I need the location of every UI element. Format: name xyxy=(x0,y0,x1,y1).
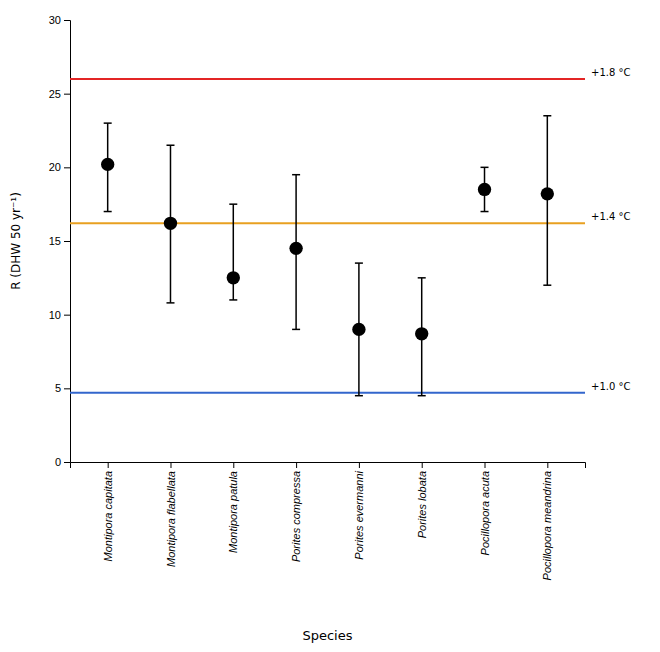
point xyxy=(478,183,491,196)
y-tick-mark xyxy=(64,167,70,168)
error-bar-cap-lower xyxy=(481,211,489,213)
error-bar-cap-lower xyxy=(418,395,426,397)
x-axis: Montipora capitata Montipora flabellata Mo… xyxy=(71,462,586,580)
y-tick-label: 20 xyxy=(49,161,61,173)
point xyxy=(415,327,428,340)
x-tick: Montipora capitata xyxy=(102,462,114,562)
point xyxy=(101,158,114,171)
x-tick-label: Porites compressa xyxy=(290,471,302,562)
x-tick: Porites compressa xyxy=(290,462,302,562)
error-bar-cap-upper xyxy=(166,144,174,146)
y-tick-label: 5 xyxy=(55,382,61,394)
x-tick: Porites evermanni xyxy=(353,462,365,560)
reference-line-label: +1.4 °C xyxy=(591,211,630,222)
error-bar-cap-upper xyxy=(104,122,112,124)
error-bar-cap-lower xyxy=(229,299,237,301)
x-tick-label: Porites lobata xyxy=(416,471,428,538)
point xyxy=(289,242,302,255)
y-tick-mark xyxy=(64,241,70,242)
x-tick-mark xyxy=(233,462,234,468)
y-tick-label: 25 xyxy=(49,88,61,100)
x-tick-label: Pocillopora acuta xyxy=(479,471,491,555)
x-axis-line xyxy=(71,463,586,469)
reference-line xyxy=(70,222,585,224)
plot: 051015202530Montipora capitataMontipora … xyxy=(49,14,631,580)
error-bar-cap-upper xyxy=(229,203,237,205)
y-tick: 0 xyxy=(55,456,70,468)
error-bar-cap-lower xyxy=(543,284,551,286)
y-tick-label: 0 xyxy=(55,456,61,468)
x-tick: Porites lobata xyxy=(416,462,428,538)
y-tick-label: 30 xyxy=(49,14,61,26)
x-tick: Pocillopora acuta xyxy=(479,462,491,555)
error-bar-cap-upper xyxy=(418,277,426,279)
y-tick-mark xyxy=(64,388,70,389)
x-tick-label: Pocillopora meandrina xyxy=(541,471,553,580)
x-tick-label: Montipora flabellata xyxy=(165,471,177,567)
y-tick-mark xyxy=(64,315,70,316)
x-tick: Montipora flabellata xyxy=(165,462,177,567)
marks xyxy=(70,79,585,396)
error-bar-cap-lower xyxy=(104,211,112,213)
error-bar-cap-upper xyxy=(481,167,489,169)
y-tick-label: 10 xyxy=(49,309,61,321)
x-tick-mark xyxy=(359,462,360,468)
x-tick-mark xyxy=(485,462,486,468)
x-tick-mark xyxy=(170,462,171,468)
x-axis-title: Species xyxy=(302,628,352,643)
reference-line-label: +1.8 °C xyxy=(591,67,630,78)
reference-line xyxy=(70,78,585,80)
y-tick-mark xyxy=(64,20,70,21)
error-bar-cap-upper xyxy=(292,174,300,176)
point xyxy=(541,187,554,200)
reference-line-label: +1.0 °C xyxy=(591,381,630,392)
y-tick-mark xyxy=(64,94,70,95)
error-bar-cap-upper xyxy=(543,115,551,117)
x-tick-label: Porites evermanni xyxy=(353,470,365,559)
x-tick-mark xyxy=(422,462,423,468)
error-bar-cap-lower xyxy=(166,302,174,304)
y-tick: 15 xyxy=(49,235,70,247)
point xyxy=(352,323,365,336)
y-tick: 20 xyxy=(49,161,70,173)
x-tick-mark xyxy=(296,462,297,468)
y-axis: 0 5 10 15 20 25 30 xyxy=(49,14,71,468)
y-tick-mark xyxy=(64,462,70,463)
x-tick: Pocillopora meandrina xyxy=(541,462,553,580)
error-bar-line xyxy=(233,204,235,300)
x-tick: Montipora patula xyxy=(227,462,239,553)
x-tick-mark xyxy=(108,462,109,468)
y-tick: 10 xyxy=(49,309,70,321)
error-bar-cap-lower xyxy=(355,395,363,397)
y-tick-label: 15 xyxy=(49,235,61,247)
reference-line xyxy=(70,392,585,394)
x-tick-label: Montipora capitata xyxy=(102,471,114,562)
error-bar xyxy=(229,204,237,300)
y-axis-line xyxy=(64,21,71,463)
chart: 051015202530Montipora capitataMontipora … xyxy=(0,0,660,652)
y-axis-title: R (DHW 50 yr⁻¹) xyxy=(9,192,23,290)
error-bar-cap-upper xyxy=(355,262,363,264)
error-bar-cap-lower xyxy=(292,329,300,331)
y-tick: 5 xyxy=(55,382,70,394)
y-tick: 25 xyxy=(49,88,70,100)
x-tick-mark xyxy=(547,462,548,468)
point xyxy=(164,217,177,230)
x-tick-label: Montipora patula xyxy=(227,471,239,553)
y-tick: 30 xyxy=(49,14,70,26)
point xyxy=(227,271,240,284)
